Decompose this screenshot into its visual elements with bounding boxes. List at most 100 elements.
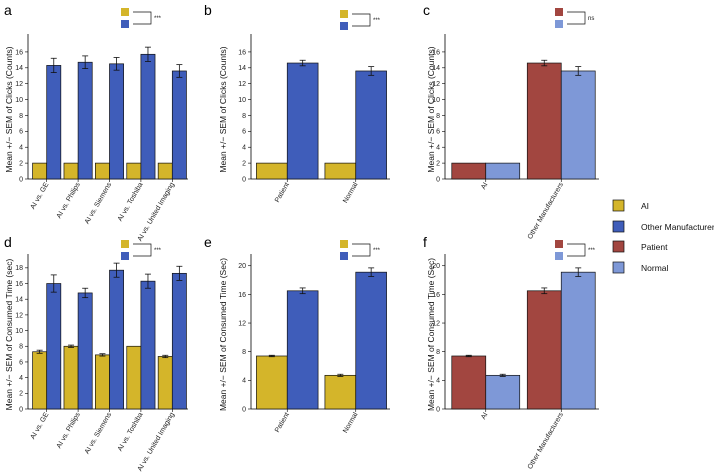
- bar-other-manufacturers: [171, 70, 187, 180]
- sig-bracket: [133, 11, 152, 25]
- significance-key: ***: [121, 240, 162, 260]
- x-tick-label: AI vs. GE: [30, 411, 51, 440]
- bar-patient: [526, 62, 562, 180]
- y-tick-label: 14: [432, 65, 440, 72]
- bar-other-manufacturers: [140, 53, 156, 180]
- y-tick-label: 0: [19, 176, 23, 183]
- sig-swatch-1: [121, 8, 129, 16]
- panel-letter-f: f: [423, 234, 427, 250]
- y-tick-label: 6: [436, 129, 440, 136]
- y-tick-label: 8: [436, 113, 440, 120]
- y-tick-label: 0: [242, 406, 246, 413]
- bar-other-manufacturers: [140, 280, 156, 410]
- sig-label: ***: [154, 16, 162, 22]
- y-tick-label: 4: [436, 378, 440, 385]
- sig-label: ***: [373, 248, 381, 254]
- y-axis-title: Mean +/− SEM of Consumed Time (Sec): [218, 258, 228, 411]
- legend-swatch-ai: [612, 199, 625, 212]
- significance-key: ns: [555, 8, 594, 28]
- x-tick-label: AI vs. Siemens: [84, 411, 114, 455]
- bar-ai: [95, 162, 110, 180]
- significance-key: ***: [121, 8, 162, 28]
- error-bar: [144, 273, 151, 289]
- bar-patient: [451, 355, 487, 410]
- y-axis-title: Mean +/− SEM of Clicks (Counts): [426, 46, 436, 172]
- sig-bracket: [352, 13, 371, 27]
- x-tick-label: Patient: [274, 181, 291, 203]
- sig-bracket: [352, 243, 371, 257]
- error-bar: [268, 354, 275, 358]
- y-tick-label: 10: [238, 97, 246, 104]
- error-bar: [575, 267, 582, 277]
- sig-swatch-1: [555, 240, 563, 248]
- legend-swatch-other-manufacturers: [612, 220, 625, 233]
- bar-other-manufacturers: [286, 62, 319, 180]
- error-bar: [162, 354, 169, 359]
- bar-ai: [63, 345, 79, 410]
- y-tick-label: 16: [432, 49, 440, 56]
- y-tick-label: 8: [436, 349, 440, 356]
- legend: AI Other Manufacturers Patient Normal: [612, 199, 714, 274]
- y-tick-label: 2: [436, 161, 440, 168]
- sig-swatch-2: [121, 20, 129, 28]
- x-tick-label: AI vs. United Imaging: [137, 411, 176, 472]
- x-tick-label: AI vs. Philips: [56, 411, 82, 450]
- x-tick-label: AI vs. United Imaging: [137, 181, 176, 242]
- error-bar: [99, 353, 106, 357]
- y-tick-label: 14: [15, 297, 23, 304]
- x-tick-label: AI vs. Philips: [56, 181, 82, 220]
- x-tick-label: AI vs. GE: [30, 181, 51, 210]
- error-bar: [36, 349, 43, 354]
- y-axis-title: Mean +/− SEM of Consumed Time (sec): [4, 259, 14, 411]
- y-tick-label: 0: [242, 176, 246, 183]
- y-tick-label: 12: [432, 320, 440, 327]
- legend-swatch-normal: [612, 261, 625, 274]
- y-tick-label: 4: [19, 145, 23, 152]
- y-tick-label: 16: [15, 49, 23, 56]
- sig-swatch-2: [340, 22, 348, 30]
- bar-ai: [256, 162, 288, 180]
- error-bar: [499, 373, 506, 377]
- bar-normal: [560, 70, 596, 180]
- y-axis-title: Mean +/− SEM of Consumed Time (Sec): [426, 258, 436, 411]
- error-bar: [113, 262, 120, 278]
- error-bar: [368, 267, 375, 277]
- y-tick-label: 16: [432, 292, 440, 299]
- y-tick-label: 6: [19, 129, 23, 136]
- y-tick-label: 2: [19, 391, 23, 398]
- bar-ai: [324, 162, 357, 180]
- y-tick-label: 8: [19, 344, 23, 351]
- sig-swatch-1: [555, 8, 563, 16]
- error-bar: [50, 57, 57, 73]
- error-bar: [113, 57, 120, 71]
- bar-ai: [32, 162, 48, 180]
- bar-normal: [485, 374, 521, 410]
- sig-swatch-2: [555, 252, 563, 260]
- x-tick-label: AI vs. Toshiba: [117, 181, 145, 222]
- bar-other-manufacturers: [355, 70, 387, 180]
- y-tick-label: 8: [19, 113, 23, 120]
- y-tick-label: 16: [15, 281, 23, 288]
- error-bar: [541, 287, 548, 295]
- sig-label: ns: [588, 16, 594, 22]
- bar-ai: [126, 345, 142, 410]
- sig-bracket: [133, 243, 152, 257]
- error-bar: [176, 265, 183, 281]
- bar-other-manufacturers: [46, 65, 62, 180]
- error-bar: [68, 344, 75, 348]
- panel-e: e 0 4 8 12 16 20 Mean +/− SEM of Consumed Time …: [204, 234, 390, 435]
- x-tick-label: Other Manufacturers: [527, 181, 565, 241]
- sig-swatch-1: [340, 240, 348, 248]
- sig-label: ***: [373, 18, 381, 24]
- y-tick-label: 12: [238, 81, 246, 88]
- bar-other-manufacturers: [171, 272, 187, 410]
- y-tick-label: 4: [436, 145, 440, 152]
- y-tick-label: 12: [15, 312, 23, 319]
- y-tick-label: 0: [436, 176, 440, 183]
- x-tick-label: AI vs. Siemens: [84, 181, 114, 225]
- error-bar: [337, 373, 344, 377]
- bar-ai: [95, 354, 110, 410]
